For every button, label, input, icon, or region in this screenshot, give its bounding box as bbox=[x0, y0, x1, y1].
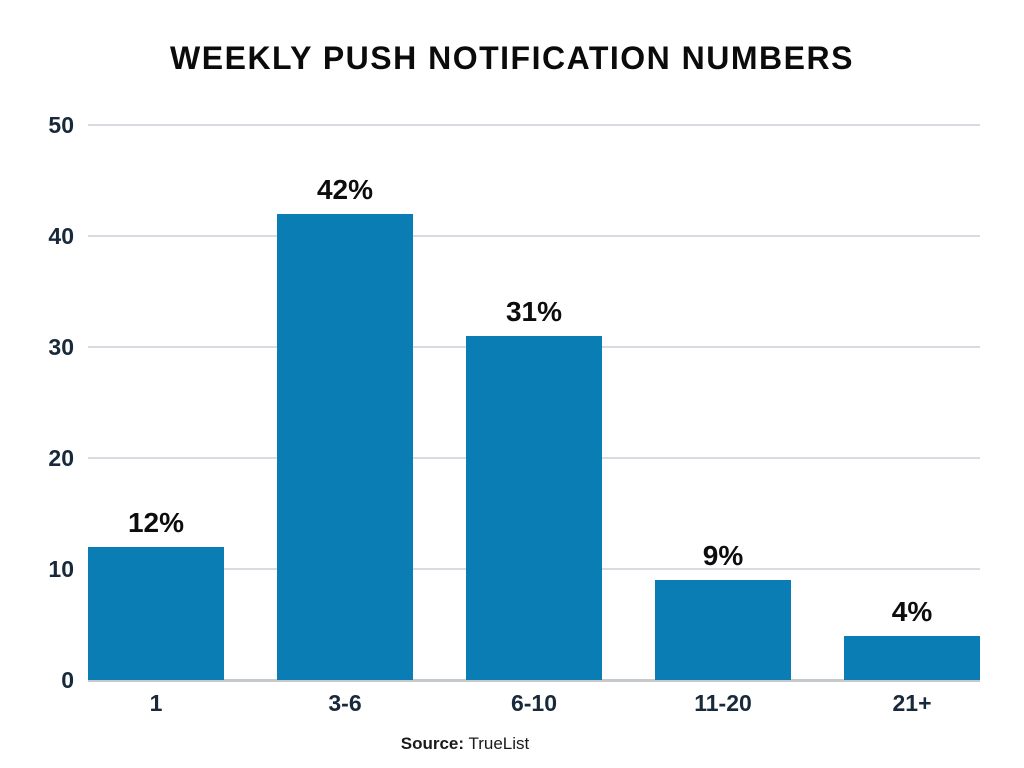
gridline bbox=[88, 124, 980, 126]
bar-value-label: 4% bbox=[891, 595, 933, 627]
x-tick-label: 11-20 bbox=[694, 690, 752, 716]
bar-6-10 bbox=[466, 335, 602, 680]
bar-value-label: 42% bbox=[316, 173, 374, 205]
y-tick-label: 10 bbox=[48, 555, 74, 582]
x-axis: 1 3-6 6-10 11-20 21+ bbox=[88, 688, 980, 718]
y-tick-label: 40 bbox=[48, 222, 74, 249]
x-tick-label: 6-10 bbox=[510, 690, 558, 716]
source-value: TrueList bbox=[468, 734, 530, 753]
y-tick-label: 50 bbox=[48, 111, 74, 138]
bar-value-label: 12% bbox=[127, 506, 185, 538]
y-tick-label: 20 bbox=[48, 444, 74, 471]
y-tick-label: 30 bbox=[48, 333, 74, 360]
bar-1 bbox=[88, 546, 224, 680]
x-tick-label: 3-6 bbox=[328, 690, 362, 716]
x-axis-baseline bbox=[88, 678, 980, 682]
x-tick-label: 1 bbox=[149, 690, 163, 716]
gridline bbox=[88, 235, 980, 237]
bar-21+ bbox=[844, 635, 980, 680]
bar-11-20 bbox=[655, 580, 791, 680]
bar-value-label: 31% bbox=[505, 295, 563, 327]
source-line: Source: TrueList bbox=[0, 734, 930, 754]
y-axis: 0 10 20 30 40 50 bbox=[0, 113, 74, 691]
y-tick-label: 0 bbox=[61, 666, 74, 693]
bar-value-label: 9% bbox=[702, 540, 744, 572]
bar-3-6 bbox=[277, 213, 413, 680]
x-tick-label: 21+ bbox=[892, 690, 932, 716]
chart-title: WEEKLY PUSH NOTIFICATION NUMBERS bbox=[170, 40, 854, 76]
plot-area: 12% 42% 31% 9% 4% bbox=[88, 124, 980, 682]
source-label: Source: bbox=[400, 734, 465, 753]
